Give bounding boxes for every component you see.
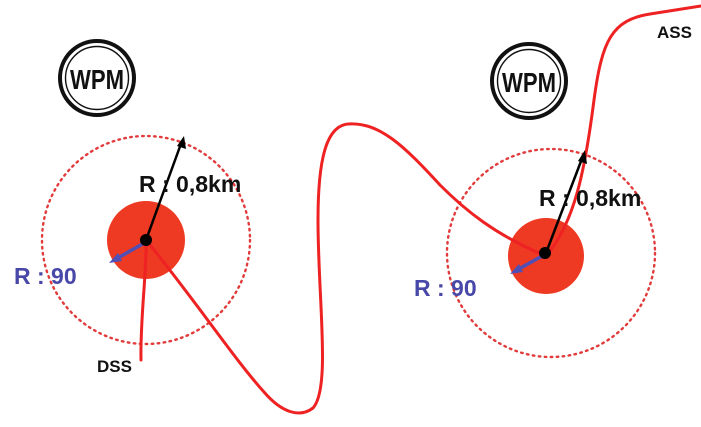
waypoint-1-outer-radius-circle (40, 134, 252, 346)
waypoint-1-inner-radius-arrow (115, 240, 147, 261)
waypoint-1-outer-arrowhead (177, 136, 186, 149)
waypoint-1-wpm-icon-label: WPM (70, 64, 124, 95)
waypoint-1-center-pin (140, 234, 152, 246)
waypoint-2-outer-radius-arrow (544, 155, 585, 254)
waypoint-2-wpm-icon-ring (490, 42, 568, 120)
waypoint-1-wpm-icon-ring (58, 39, 136, 117)
waypoint-2-wpm-icon-inner-ring (496, 48, 562, 114)
waypoint-1-inner-radius-label: R : 90 (14, 263, 77, 289)
route-start-label: DSS (97, 357, 132, 376)
waypoint-2-inner-arrowhead (510, 264, 523, 274)
waypoint-1-arrows (109, 136, 186, 263)
waypoint-2-outer-arrowhead (578, 150, 587, 164)
waypoint-2-inner-radius-label: R : 90 (414, 275, 477, 301)
waypoint-2-center-pin (539, 247, 551, 259)
waypoint-1-outer-radius-label: R : 0,8km (139, 171, 241, 197)
waypoint-2-arrows (510, 150, 587, 274)
waypoint-2-outer-radius-label: R : 0,8km (539, 185, 641, 211)
waypoint-2-outer-radius-circle (445, 147, 657, 359)
waypoint-1-wpm-icon-inner-ring (64, 45, 130, 111)
waypoint-2-wpm-icon: WPM (490, 42, 568, 120)
route-path-start (139, 238, 148, 362)
waypoint-2-inner-radius-arrow (516, 253, 545, 272)
waypoint-2-wpm-icon-label: WPM (502, 67, 556, 98)
route-path (144, 4, 701, 415)
waypoint-1-outer-radius-arrow (144, 140, 184, 241)
waypoint-1-wpm-icon: WPM (58, 39, 136, 117)
waypoint-1-inner-arrowhead (109, 253, 122, 263)
route-end-label: ASS (657, 23, 692, 42)
